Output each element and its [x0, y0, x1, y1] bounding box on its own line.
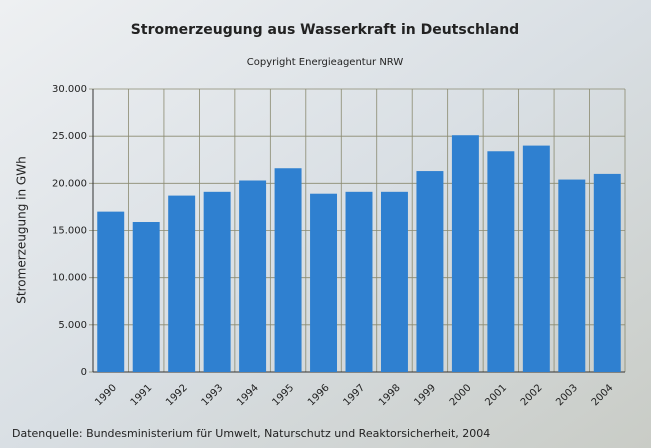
bar [381, 192, 408, 372]
bar [168, 196, 195, 372]
bar [416, 171, 443, 372]
y-tick-label: 20.000 [52, 178, 87, 189]
bar [558, 180, 585, 372]
bar [594, 174, 621, 372]
source-note: Datenquelle: Bundesministerium für Umwel… [12, 427, 490, 440]
bar [310, 194, 337, 372]
y-tick-label: 0 [81, 367, 87, 378]
y-tick-label: 15.000 [52, 226, 87, 237]
bar [346, 192, 373, 372]
bar [487, 151, 514, 372]
y-tick-label: 30.000 [52, 84, 87, 95]
y-tick-label: 5.000 [58, 320, 87, 331]
y-tick-label: 25.000 [52, 131, 87, 142]
bar [523, 146, 550, 372]
y-axis-label: Stromerzeugung in GWh [15, 156, 29, 303]
bar [452, 135, 479, 372]
bar [97, 212, 124, 372]
chart: Stromerzeugung aus Wasserkraft in Deutsc… [0, 0, 651, 448]
bar [239, 181, 266, 372]
y-tick-label: 10.000 [52, 273, 87, 284]
chart-subtitle: Copyright Energieagentur NRW [247, 57, 404, 68]
bar [204, 192, 231, 372]
chart-title: Stromerzeugung aus Wasserkraft in Deutsc… [131, 22, 519, 38]
bar [133, 222, 160, 372]
bar [275, 168, 302, 372]
